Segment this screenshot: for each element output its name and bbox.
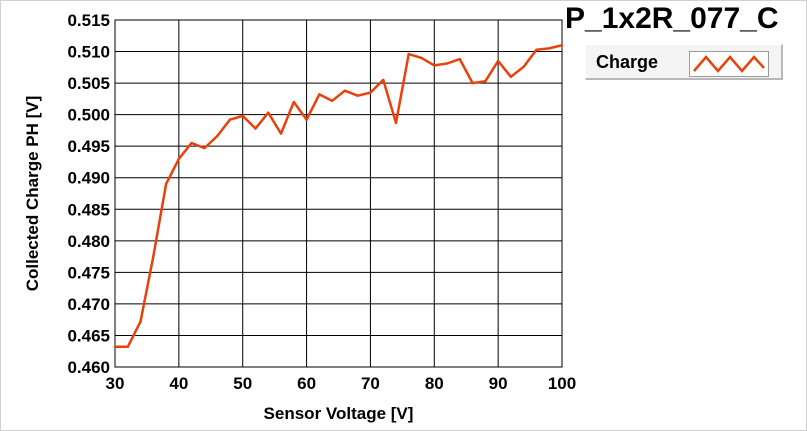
x-tick-label: 30: [106, 374, 125, 393]
y-tick-label: 0.480: [67, 232, 110, 251]
data-point: [330, 99, 334, 102]
x-tick-label: 70: [361, 374, 380, 393]
y-tick-label: 0.505: [67, 74, 110, 93]
y-tick-labels: 0.460 0.465 0.470 0.475 0.480 0.485 0.490 0.495…: [67, 11, 110, 377]
data-point: [190, 141, 193, 145]
data-point: [369, 91, 372, 94]
data-point: [471, 81, 474, 85]
data-point: [267, 111, 270, 114]
y-tick-label: 0.460: [67, 358, 110, 377]
x-tick-label: 80: [425, 374, 444, 393]
data-point: [458, 57, 462, 61]
chart-title: P_1x2R_077_C: [565, 2, 779, 35]
y-tick-label: 0.485: [67, 200, 110, 219]
data-point: [560, 44, 564, 47]
y-tick-label: 0.465: [67, 326, 110, 345]
data-point: [177, 157, 181, 160]
data-point: [254, 127, 257, 130]
data-point: [228, 118, 232, 121]
data-point: [241, 114, 244, 118]
data-point: [382, 78, 385, 82]
legend-swatch: [689, 51, 769, 77]
data-point: [445, 62, 449, 65]
y-tick-label: 0.510: [67, 43, 110, 62]
data-point: [279, 132, 283, 135]
y-tick-label: 0.490: [67, 169, 110, 188]
data-point: [484, 79, 487, 83]
data-point: [215, 134, 219, 138]
x-tick-label: 50: [233, 374, 252, 393]
y-axis-title: Collected Charge PH [V]: [23, 96, 42, 292]
series-group: [113, 43, 564, 349]
data-point: [292, 100, 295, 104]
y-tick-label: 0.515: [67, 11, 110, 30]
data-point: [203, 146, 206, 150]
data-point: [420, 56, 423, 60]
legend[interactable]: Charge: [585, 44, 783, 80]
plot-area: [114, 19, 563, 368]
data-point: [318, 93, 321, 96]
data-point: [535, 48, 538, 51]
data-point: [548, 47, 551, 50]
data-point: [356, 94, 359, 97]
grid-lines: [115, 20, 562, 367]
x-axis-title: Sensor Voltage [V]: [264, 404, 414, 423]
x-tick-label: 40: [169, 374, 188, 393]
y-tick-label: 0.470: [67, 295, 110, 314]
x-tick-label: 100: [548, 374, 576, 393]
data-point: [509, 75, 513, 78]
series-line-charge: [115, 43, 563, 349]
data-point: [164, 182, 168, 186]
x-tick-labels: 30 40 50 60 70 80 90 100: [106, 374, 577, 393]
data-point: [394, 121, 398, 125]
x-tick-label: 60: [297, 374, 316, 393]
y-tick-label: 0.475: [67, 263, 110, 282]
data-point: [305, 118, 308, 121]
data-point: [343, 89, 347, 92]
data-point: [433, 64, 436, 67]
data-point: [496, 59, 500, 63]
x-tick-label: 90: [489, 374, 508, 393]
data-point: [113, 345, 117, 349]
data-point: [407, 52, 410, 56]
legend-label: Charge: [596, 52, 659, 72]
legend-line-icon: [693, 55, 765, 73]
data-point: [126, 345, 129, 349]
data-point: [139, 320, 142, 323]
data-point: [152, 255, 155, 258]
y-tick-label: 0.500: [67, 106, 110, 125]
data-point: [522, 65, 525, 68]
y-tick-label: 0.495: [67, 137, 110, 156]
